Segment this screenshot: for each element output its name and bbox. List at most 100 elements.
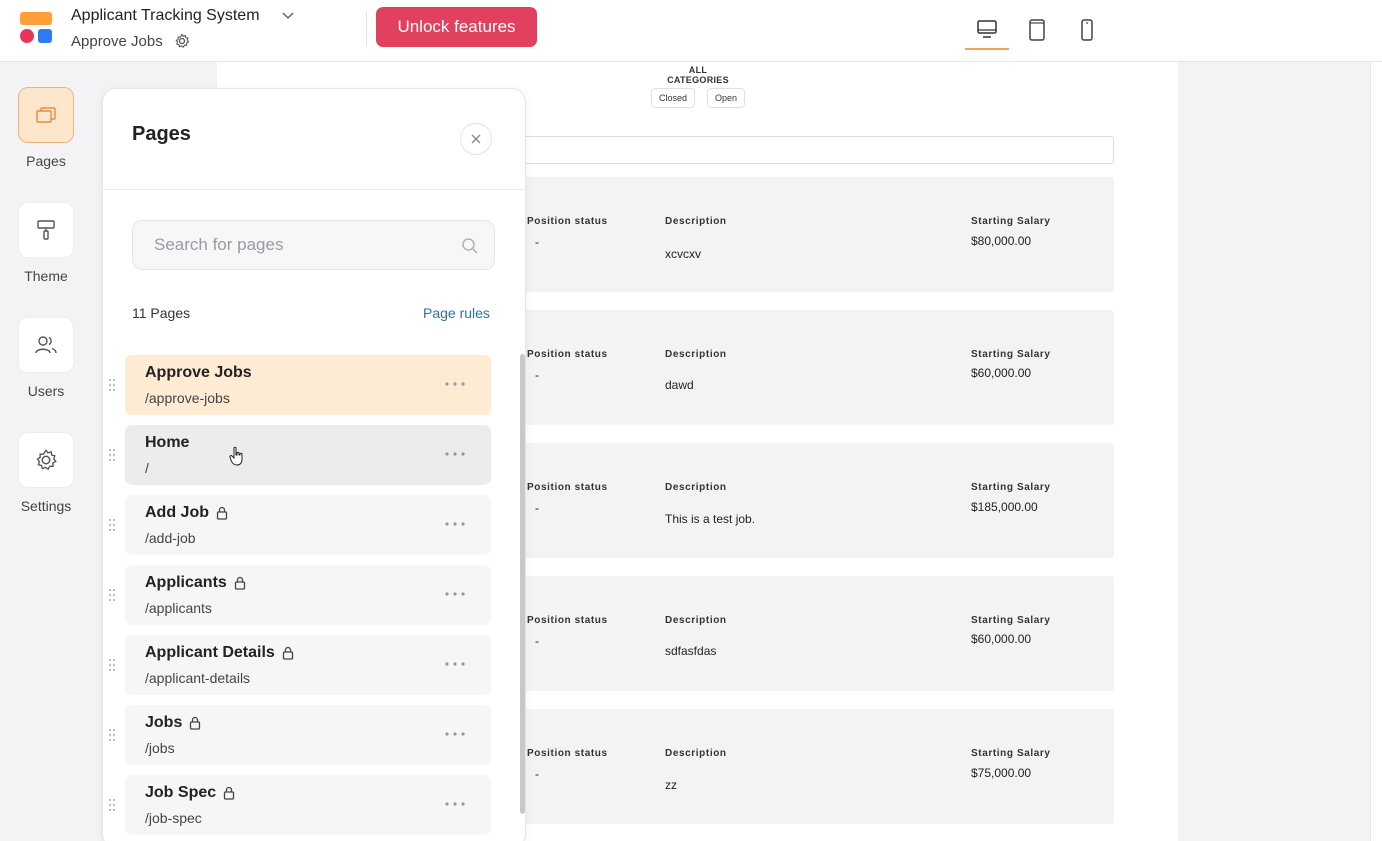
page-name: Jobs — [145, 714, 183, 731]
rail-label-pages: Pages — [26, 153, 66, 169]
starting-salary-value: $75,000.00 — [971, 766, 1032, 780]
drag-handle-icon[interactable] — [107, 518, 117, 532]
rail-item-settings[interactable]: Settings — [18, 432, 74, 514]
more-options-icon[interactable] — [443, 514, 467, 534]
position-status-value: - — [535, 368, 539, 382]
drag-handle-icon[interactable] — [107, 798, 117, 812]
page-name: Home — [145, 434, 190, 451]
all-categories-heading: ALL CATEGORIES — [667, 65, 729, 85]
starting-salary-value: $80,000.00 — [971, 234, 1032, 248]
page-item-applicants[interactable]: Applicants /applicants — [125, 565, 491, 625]
page-settings-gear-icon[interactable] — [174, 33, 190, 49]
panel-scrollbar[interactable] — [520, 354, 525, 814]
top-bar: Applicant Tracking System Approve Jobs U… — [0, 0, 1382, 62]
more-options-icon[interactable] — [443, 724, 467, 744]
starting-salary-label: Starting Salary — [971, 216, 1051, 227]
panel-title: Pages — [132, 123, 191, 145]
drag-handle-icon[interactable] — [107, 588, 117, 602]
pages-panel: Pages 11 Pages Page rules Approve Jobs /… — [102, 88, 526, 841]
app-logo[interactable] — [20, 12, 52, 44]
job-card[interactable]: Position status - Description xcvcxv Sta… — [517, 177, 1114, 292]
position-status-label: Position status — [527, 482, 608, 493]
header-divider — [366, 12, 367, 46]
preview-search-input[interactable] — [517, 136, 1114, 164]
position-status-label: Position status — [527, 748, 608, 759]
page-item-applicant-details[interactable]: Applicant Details /applicant-details — [125, 635, 491, 695]
search-icon — [462, 238, 478, 254]
filter-chip-open[interactable]: Open — [707, 88, 746, 108]
description-value: dawd — [665, 378, 694, 392]
panel-divider — [103, 189, 525, 190]
right-side-panel-edge — [1370, 62, 1382, 841]
page-path: /add-job — [145, 530, 196, 546]
page-rules-link[interactable]: Page rules — [423, 305, 490, 321]
filter-chip-closed[interactable]: Closed — [651, 88, 696, 108]
starting-salary-label: Starting Salary — [971, 615, 1051, 626]
right-gutter — [1178, 62, 1370, 841]
starting-salary-value: $60,000.00 — [971, 632, 1032, 646]
drag-handle-icon[interactable] — [107, 378, 117, 392]
position-status-value: - — [535, 235, 539, 249]
hand-cursor-icon — [229, 446, 243, 466]
page-path: / — [145, 460, 149, 476]
position-status-label: Position status — [527, 216, 608, 227]
description-label: Description — [665, 216, 727, 227]
page-search-box — [132, 220, 495, 270]
job-card[interactable]: Position status - Description zz Startin… — [517, 709, 1114, 824]
lock-icon — [282, 646, 293, 660]
app-title[interactable]: Applicant Tracking System — [71, 7, 260, 24]
page-path: /applicants — [145, 600, 212, 616]
paint-roller-icon — [37, 220, 55, 240]
page-count: 11 Pages — [132, 305, 191, 321]
lock-icon — [234, 576, 245, 590]
page-item-approve-jobs[interactable]: Approve Jobs /approve-jobs — [125, 355, 491, 415]
tablet-view-button[interactable] — [1015, 10, 1059, 50]
page-item-home[interactable]: Home / — [125, 425, 491, 485]
gear-icon — [36, 449, 57, 471]
position-status-value: - — [535, 501, 539, 515]
page-name: Job Spec — [145, 784, 217, 801]
page-item-job-spec[interactable]: Job Spec /job-spec — [125, 775, 491, 835]
job-card[interactable]: Position status - Description sdfasfdas … — [517, 576, 1114, 691]
position-status-label: Position status — [527, 615, 608, 626]
chevron-down-icon[interactable] — [281, 8, 295, 22]
desktop-icon — [977, 20, 997, 38]
drag-handle-icon[interactable] — [107, 728, 117, 742]
job-card[interactable]: Position status - Description dawd Start… — [517, 310, 1114, 425]
unlock-features-button[interactable]: Unlock features — [376, 7, 537, 47]
page-item-jobs[interactable]: Jobs /jobs — [125, 705, 491, 765]
lock-icon — [190, 716, 201, 730]
starting-salary-value: $60,000.00 — [971, 366, 1032, 380]
job-card[interactable]: Position status - Description This is a … — [517, 443, 1114, 558]
page-path: /applicant-details — [145, 670, 251, 686]
rail-label-theme: Theme — [24, 268, 68, 284]
lock-icon — [216, 506, 228, 520]
page-path: /approve-jobs — [145, 390, 230, 406]
drag-handle-icon[interactable] — [107, 448, 117, 462]
more-options-icon[interactable] — [443, 444, 467, 464]
current-page-name: Approve Jobs — [71, 33, 163, 50]
position-status-value: - — [535, 767, 539, 781]
more-options-icon[interactable] — [443, 374, 467, 394]
users-icon — [35, 336, 57, 354]
desktop-view-button[interactable] — [965, 10, 1009, 50]
mobile-view-button[interactable] — [1065, 10, 1109, 50]
drag-handle-icon[interactable] — [107, 658, 117, 672]
more-options-icon[interactable] — [443, 654, 467, 674]
more-options-icon[interactable] — [443, 584, 467, 604]
pages-icon — [36, 107, 56, 123]
description-label: Description — [665, 615, 727, 626]
starting-salary-label: Starting Salary — [971, 748, 1051, 759]
page-name: Add Job — [145, 504, 209, 521]
description-value: This is a test job. — [665, 512, 756, 526]
page-item-add-job[interactable]: Add Job /add-job — [125, 495, 491, 555]
position-status-value: - — [535, 634, 539, 648]
rail-item-users[interactable]: Users — [18, 317, 74, 399]
rail-item-theme[interactable]: Theme — [18, 202, 74, 284]
more-options-icon[interactable] — [443, 794, 467, 814]
page-path: /jobs — [145, 740, 175, 756]
page-name: Approve Jobs — [145, 364, 252, 381]
page-search-input[interactable] — [134, 222, 454, 268]
close-panel-button[interactable] — [460, 123, 492, 155]
rail-item-pages[interactable]: Pages — [18, 87, 74, 169]
